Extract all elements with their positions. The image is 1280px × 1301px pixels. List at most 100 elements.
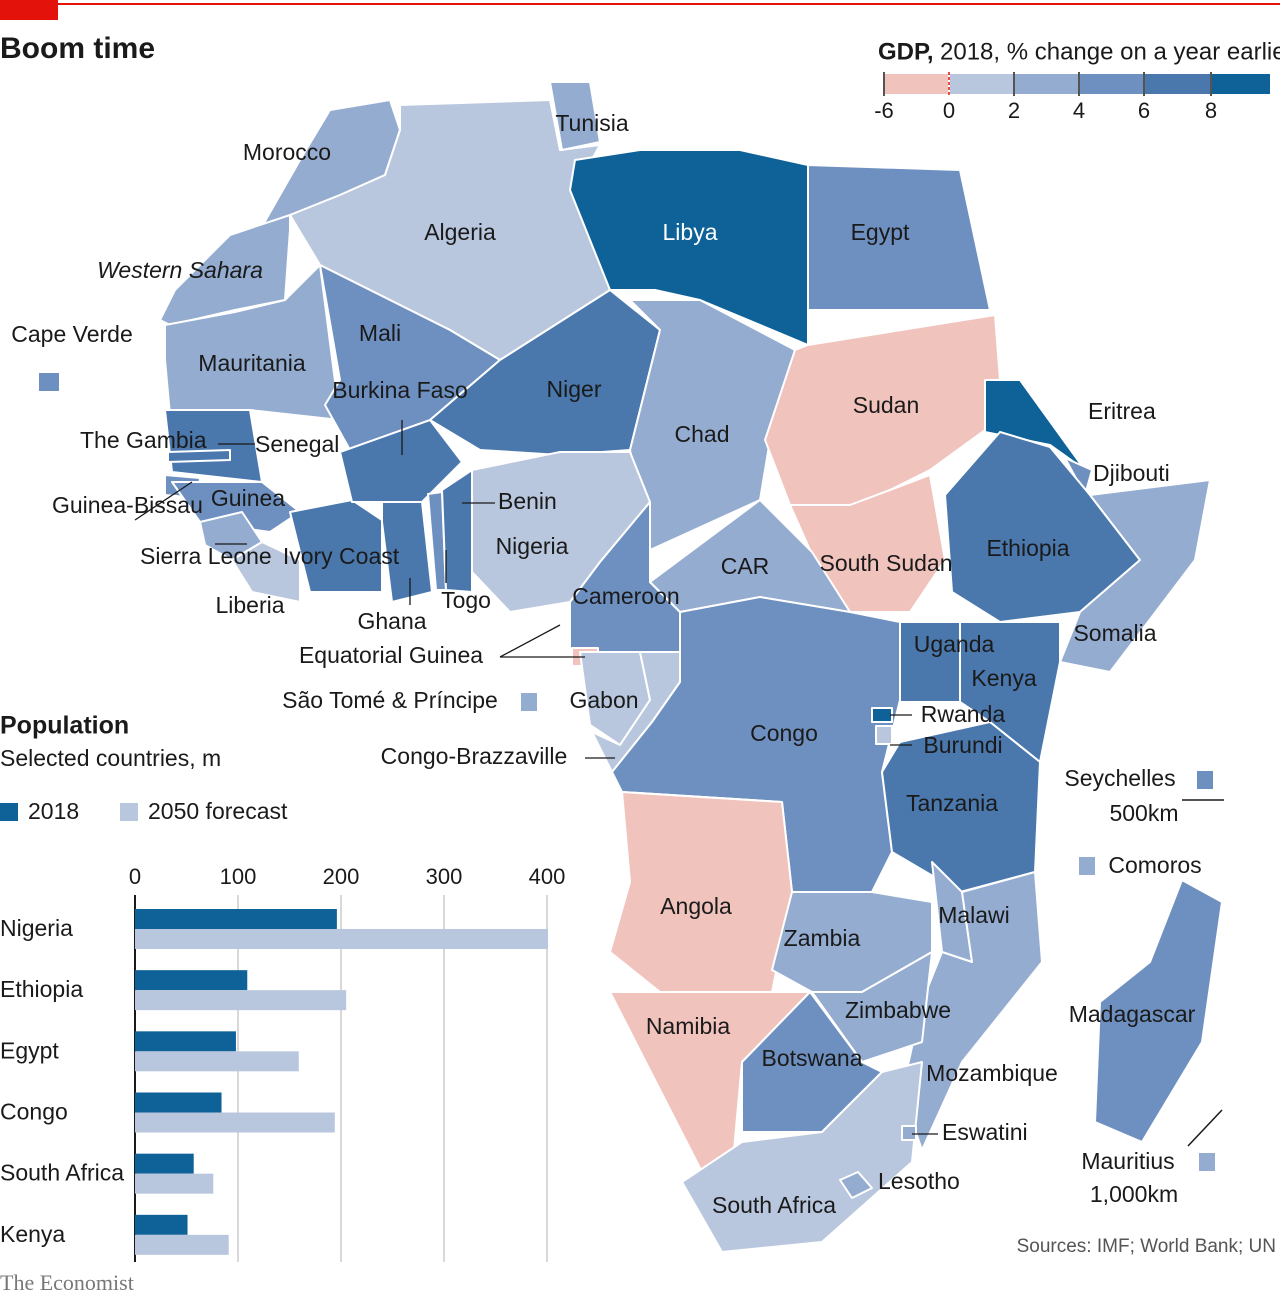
bar [135,1173,214,1194]
country-shape [681,1061,923,1253]
country-label: South Africa [712,1192,836,1218]
country-label: Mozambique [926,1060,1058,1086]
country-label: São Tomé & Príncipe [282,687,498,713]
bar [135,1214,188,1235]
country-shape [339,419,463,503]
legend-tick-label: 6 [1138,98,1150,123]
country-label: Congo-Brazzaville [381,743,568,769]
bar [135,909,337,929]
category-label: Egypt [0,1037,59,1063]
country-label: Djibouti [1093,460,1170,486]
country-label: Zambia [784,925,861,951]
country-label: Kenya [971,665,1036,691]
bar [135,1031,236,1052]
country-label: CAR [721,553,770,579]
leader-line [499,624,561,658]
country-shape [289,499,383,593]
country-shape [984,379,1086,471]
country-label: Somalia [1073,620,1156,646]
country-label: Mali [359,320,401,346]
x-tick-label: 0 [129,864,141,889]
country-label: Ethiopia [986,535,1069,561]
legend-swatch [1145,74,1210,94]
country-shape [569,149,809,346]
bar [135,990,347,1011]
country-label: Lesotho [878,1168,960,1194]
legend-swatch [1212,74,1270,94]
bar [135,1092,222,1113]
country-shape [549,81,601,151]
country-shape [1195,769,1215,791]
country-label: Guinea [211,485,285,511]
country-label: Eritrea [1088,398,1156,424]
country-shape [167,449,231,463]
country-label: Equatorial Guinea [299,642,483,668]
country-shape [1059,479,1211,673]
legend-swatch [1080,74,1143,94]
brand: The Economist [0,1270,134,1295]
country-shape [839,1171,873,1199]
country-label: Tunisia [555,110,628,136]
country-shape [231,541,301,603]
country-label: The Gambia [80,427,207,453]
country-label: Mauritania [198,350,306,376]
legend-title: GDP, [878,38,934,65]
country-label: Rwanda [921,701,1006,727]
country-label: Botswana [761,1045,862,1071]
category-label: Congo [0,1099,68,1125]
category-label: Ethiopia [0,976,83,1002]
map: Morocco Western Sahara Algeria Tunisia Libya… [11,81,1224,1253]
country-label: Seychelles [1064,765,1175,791]
country-label: Burkina Faso [332,377,468,403]
country-shape [381,501,433,603]
title: Boom time [0,32,155,65]
chart-subtitle: Selected countries, m [0,745,221,771]
country-label: Malawi [938,902,1010,928]
legend-swatch [885,74,948,94]
legend-swatch [1015,74,1078,94]
category-label: Nigeria [0,915,73,941]
country-label: Niger [547,376,602,402]
country-label: Uganda [914,631,995,657]
legend-label: 2050 forecast [148,798,288,824]
country-shape [1197,1151,1217,1173]
bar [135,970,248,991]
country-label: Algeria [424,219,496,245]
country-label: Liberia [215,592,284,618]
bar [135,1051,299,1072]
country-label: Nigeria [496,533,569,559]
country-label: Sierra Leone [140,543,272,569]
legend-label: 2018 [28,798,79,824]
country-label: Madagascar [1069,1001,1196,1027]
legend-tick-label: 4 [1073,98,1085,123]
chart-title: Population [0,712,129,740]
country-label: Eswatini [942,1119,1028,1145]
country-label: Sudan [853,392,920,418]
country-label: Burundi [923,732,1002,758]
bar [135,1153,194,1174]
country-label: Congo [750,720,818,746]
country-label: Gabon [569,687,638,713]
category-label: South Africa [0,1160,124,1186]
country-label: Libya [663,219,718,245]
country-shape [901,1125,917,1141]
legend-swatch [0,803,18,821]
country-label: Togo [441,587,491,613]
country-label: Ghana [357,608,426,634]
legend-swatch [950,74,1013,94]
country-label: Chad [675,421,730,447]
legend-tick-label: 8 [1205,98,1217,123]
legend-tick-label: -6 [874,98,894,123]
x-tick-label: 300 [426,864,463,889]
country-label: Morocco [243,139,331,165]
arrow [1187,1109,1223,1147]
source: Sources: IMF; World Bank; UN [1017,1236,1276,1257]
country-shape [871,707,893,723]
x-tick-label: 100 [220,864,257,889]
country-label: Mauritius [1081,1148,1174,1174]
country-shape [609,791,793,993]
country-label: Western Sahara [97,257,263,283]
country-label: Angola [660,893,732,919]
country-shape [441,469,473,593]
